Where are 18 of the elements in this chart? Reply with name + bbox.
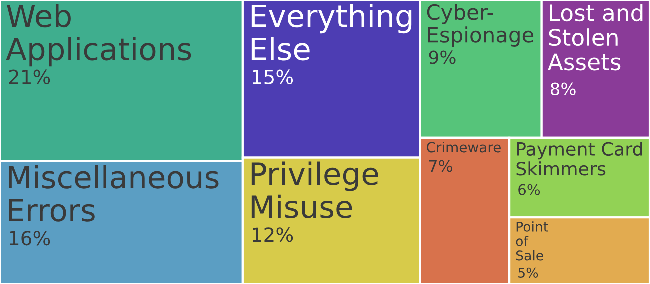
data-label: 6% — [518, 184, 540, 196]
category-label: Point of Sale — [516, 222, 548, 261]
category-label: Payment Card Skimmers — [516, 142, 642, 176]
data-label: 5% — [518, 268, 538, 278]
data-label: 15% — [253, 70, 294, 84]
data-label: 21% — [9, 70, 50, 84]
data-label: 12% — [253, 228, 294, 242]
category-label: Lost and Stolen Assets — [548, 4, 643, 71]
data-label: 7% — [430, 160, 452, 172]
category-label: Privilege Misuse — [252, 162, 378, 218]
data-label: 16% — [10, 230, 50, 246]
category-label: Web Applications — [6, 4, 192, 67]
data-label: 8% — [551, 82, 576, 96]
data-label: 9% — [429, 50, 456, 64]
category-label: Cyber- Espionage — [427, 4, 534, 47]
category-label: Miscellaneous Errors — [9, 165, 219, 222]
category-label: Crimeware — [426, 142, 501, 153]
category-label: Everything Else — [252, 4, 412, 61]
